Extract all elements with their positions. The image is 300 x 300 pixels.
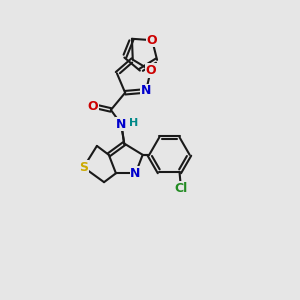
- Text: S: S: [79, 161, 88, 174]
- Text: N: N: [130, 167, 141, 180]
- Text: N: N: [141, 84, 151, 98]
- Text: Cl: Cl: [174, 182, 188, 195]
- Text: O: O: [146, 64, 156, 77]
- Text: O: O: [147, 34, 158, 47]
- Text: N: N: [116, 118, 127, 131]
- Text: O: O: [87, 100, 98, 113]
- Text: H: H: [128, 118, 138, 128]
